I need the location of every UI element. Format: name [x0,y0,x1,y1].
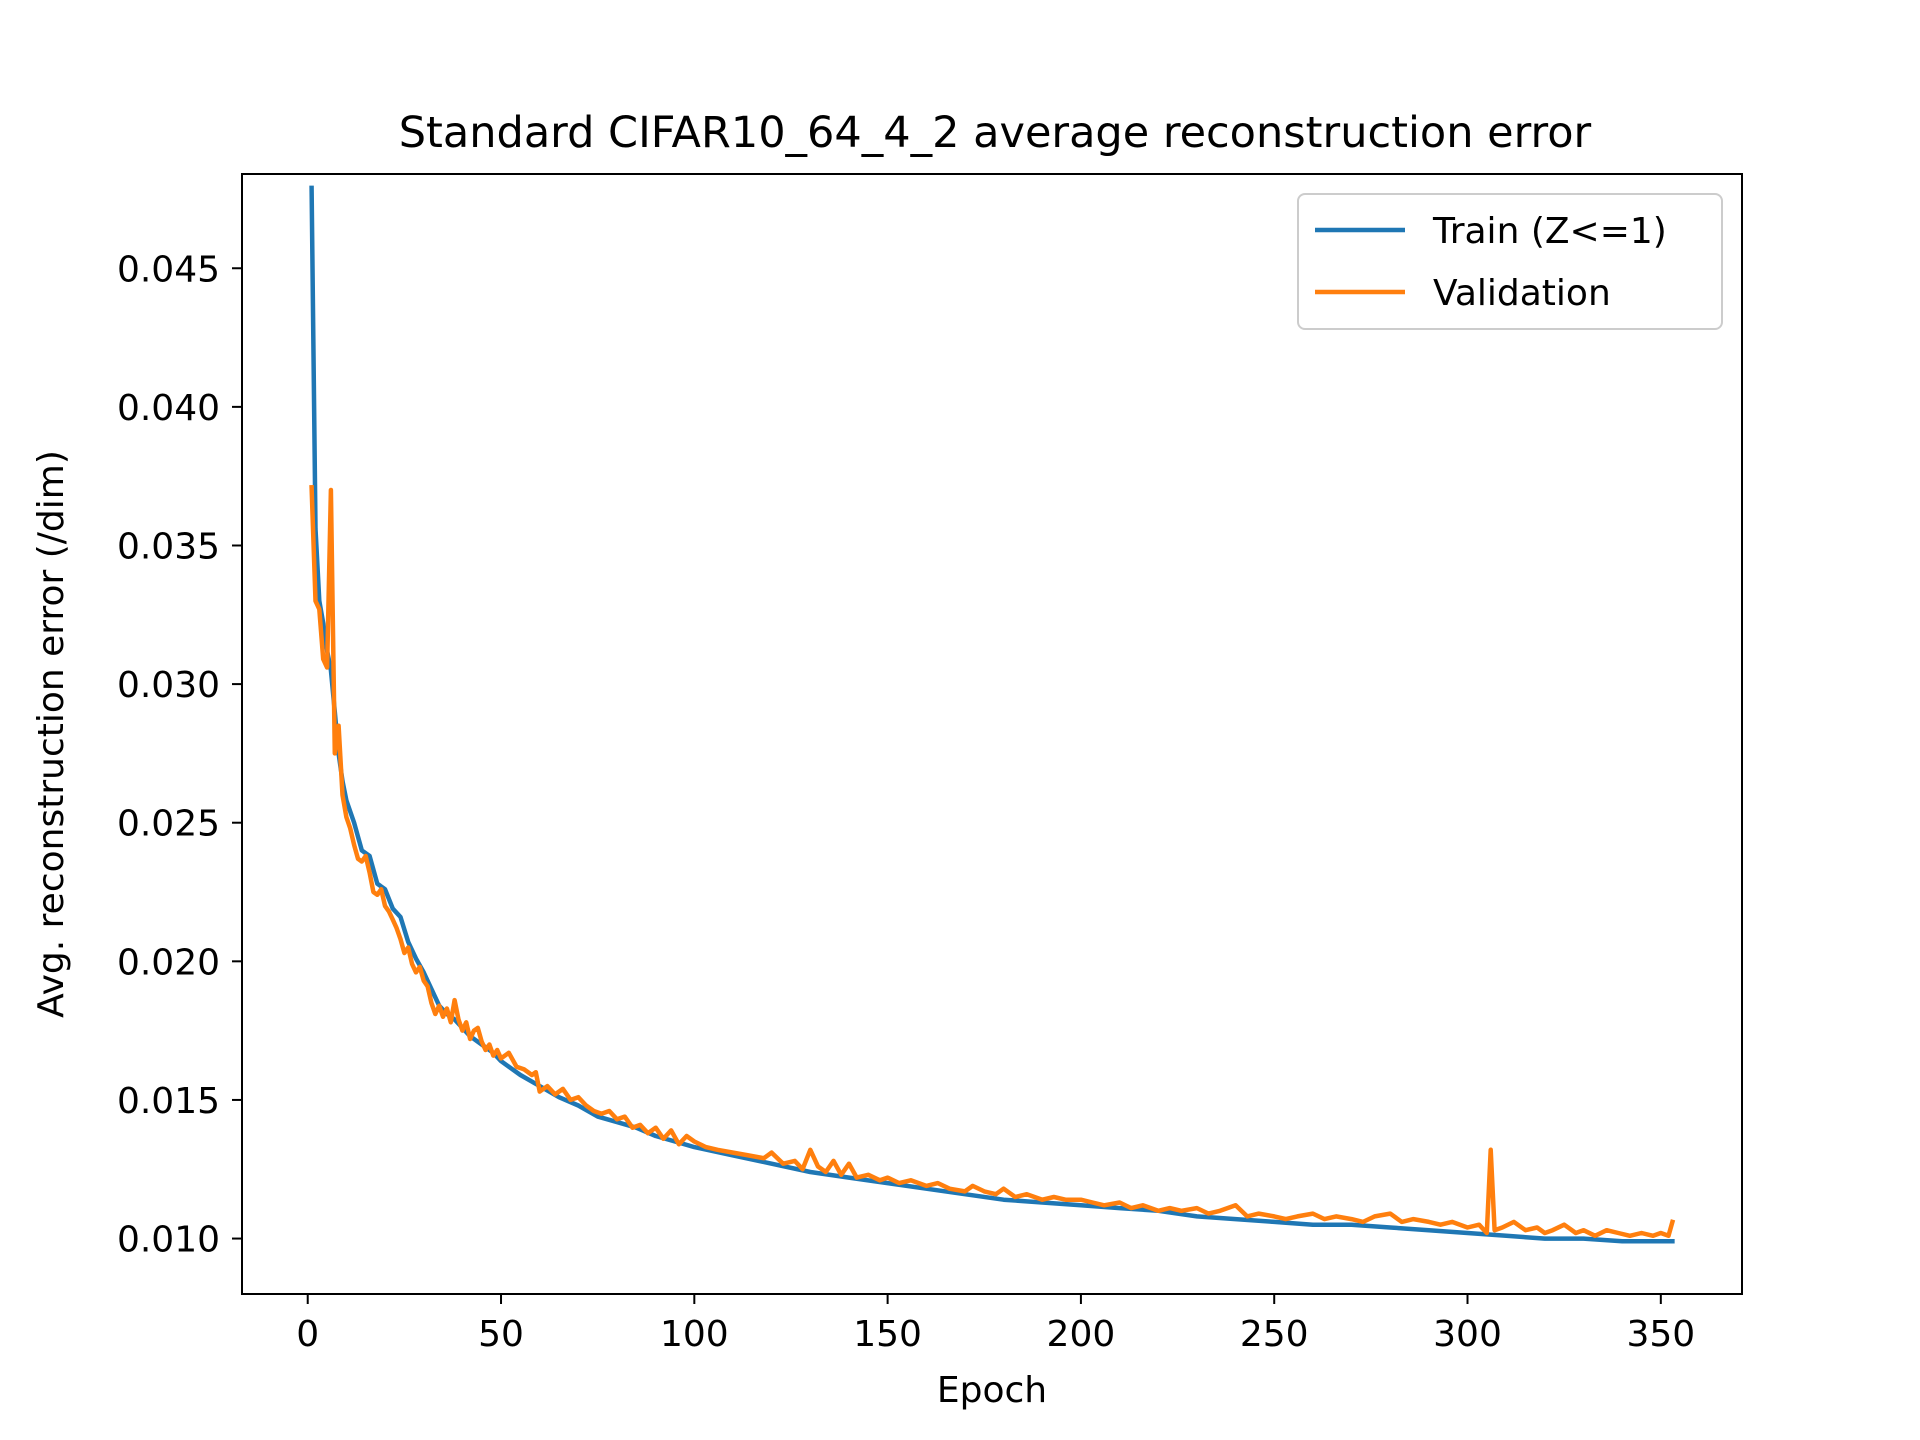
x-tick-label: 0 [296,1314,319,1355]
y-tick-label: 0.035 [117,526,220,567]
x-tick-label: 100 [660,1314,729,1355]
x-axis: 0 50 100 150 200 250 300 350 [296,1294,1695,1355]
y-tick-label: 0.040 [117,388,220,429]
x-tick-label: 150 [853,1314,922,1355]
x-tick-label: 200 [1047,1314,1116,1355]
y-tick-label: 0.015 [117,1081,220,1122]
x-axis-title: Epoch [937,1370,1047,1411]
legend: Train (Z<=1) Validation [1297,193,1723,330]
y-tick-label: 0.010 [117,1220,220,1261]
chart-title: Standard CIFAR10_64_4_2 average reconstr… [399,108,1592,158]
series-layer [309,185,1676,1244]
plot-background [242,174,1742,1294]
x-tick-label: 350 [1626,1314,1695,1355]
plot-frame [241,173,1743,1295]
x-tick-label: 50 [478,1314,524,1355]
y-tick-label: 0.045 [117,249,220,290]
y-axis: 0.010 0.015 0.020 0.025 0.030 0.035 0.040 0.045 [117,249,242,1261]
x-tick-label: 250 [1240,1314,1309,1355]
y-tick-label: 0.020 [117,942,220,983]
train-line [309,185,1675,1244]
y-tick-label: 0.025 [117,804,220,845]
legend-label-validation: Validation [1433,273,1611,314]
validation-line [309,484,1676,1239]
x-tick-label: 300 [1433,1314,1502,1355]
legend-label-train: Train (Z<=1) [1432,211,1667,252]
y-tick-label: 0.030 [117,665,220,706]
plot-area [241,173,1743,1295]
y-axis-title: Avg. reconstruction error (/dim) [31,450,72,1018]
